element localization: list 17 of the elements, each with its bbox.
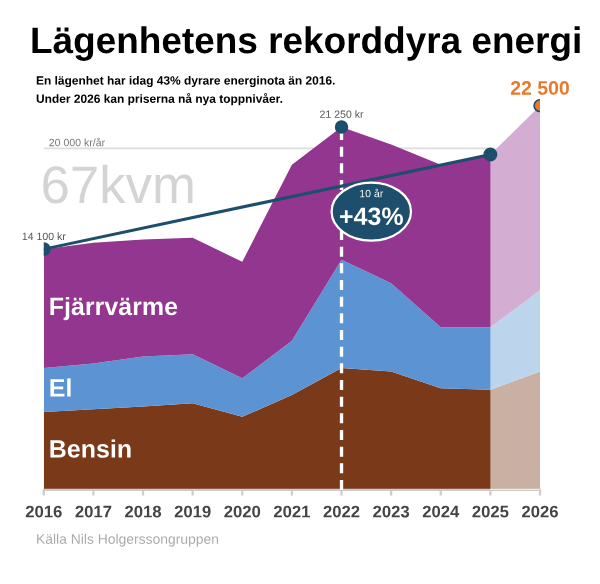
series-label: Fjärrvärme xyxy=(50,296,178,321)
series-label: Bensin xyxy=(50,439,131,458)
x-tick-label: 2020 xyxy=(224,505,261,518)
x-tick-label: 2016 xyxy=(25,505,62,518)
x-tick-label: 2023 xyxy=(373,505,410,518)
data-label: 22 500 xyxy=(510,81,569,95)
x-tick-label: 2024 xyxy=(422,505,460,518)
x-tick-label: 2022 xyxy=(323,505,360,518)
x-tick-label: 2025 xyxy=(472,505,509,518)
x-tick-label: 2026 xyxy=(522,505,558,518)
x-tick-label: 2017 xyxy=(75,505,112,518)
x-tick-label: 2019 xyxy=(174,505,211,518)
series-label: El xyxy=(50,378,71,397)
annotation: +43% xyxy=(340,207,403,226)
x-tick-label: 2021 xyxy=(273,505,310,518)
x-tick-label: 2018 xyxy=(125,505,162,518)
text: Lägenhetens rekorddyra energi xyxy=(32,26,580,61)
